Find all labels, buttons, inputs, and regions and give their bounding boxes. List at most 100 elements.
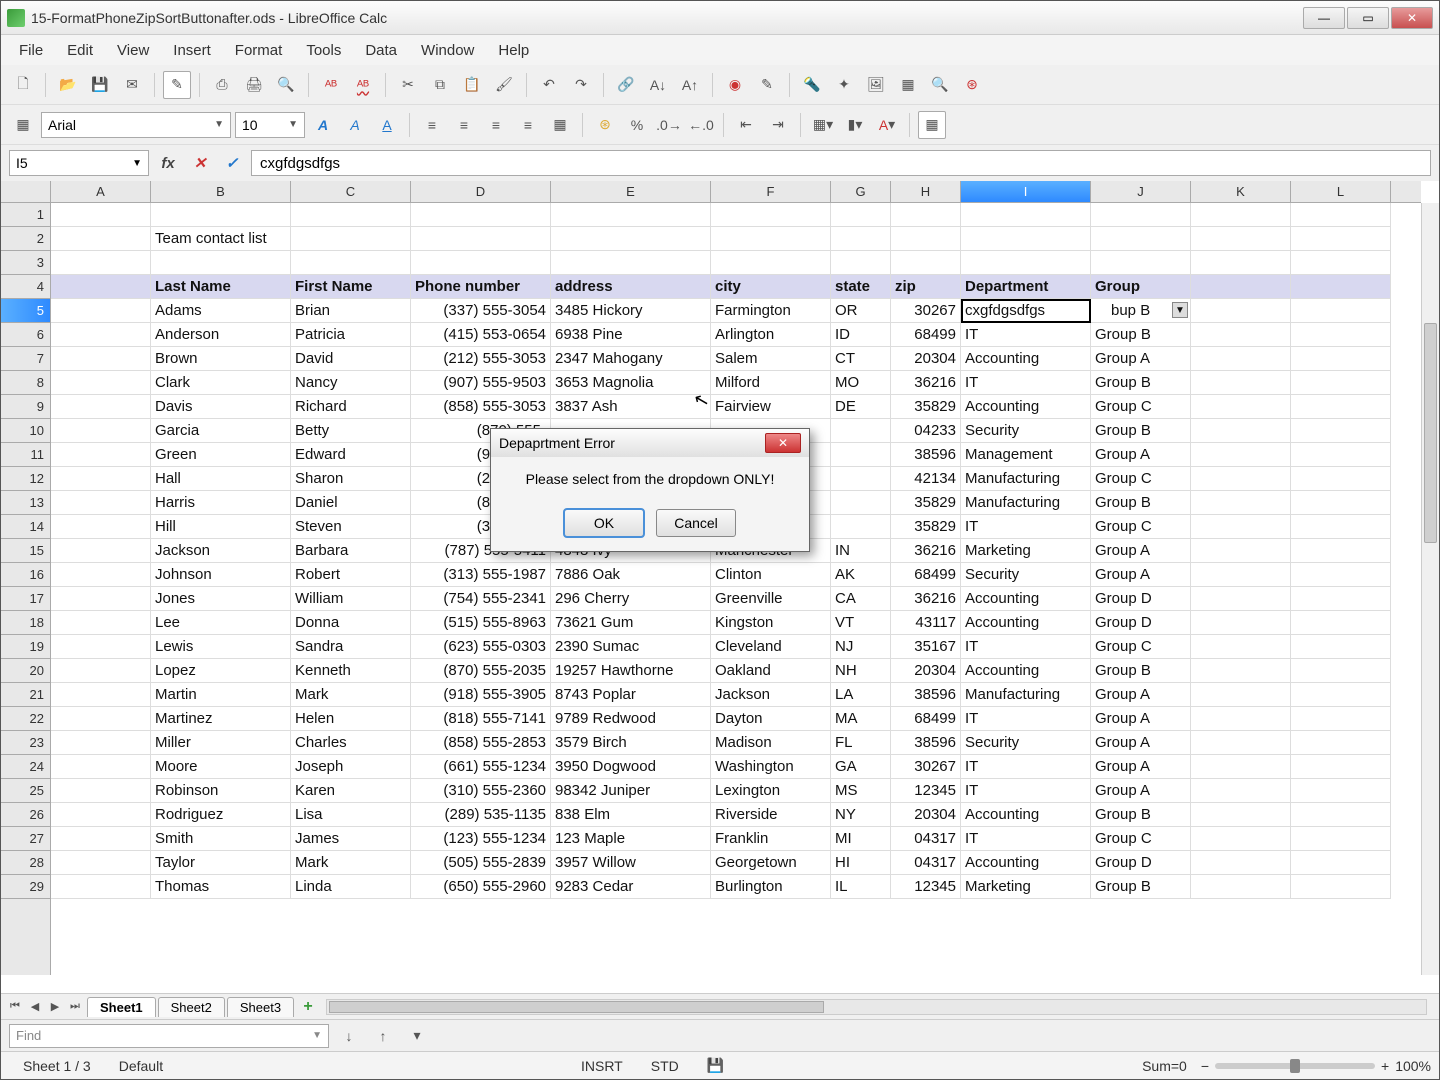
cell[interactable]: Karen	[291, 779, 411, 803]
cell[interactable]	[1191, 731, 1291, 755]
cell[interactable]: (818) 555-7141	[411, 707, 551, 731]
cell[interactable]: MA	[831, 707, 891, 731]
cell[interactable]: Jones	[151, 587, 291, 611]
cell[interactable]: CA	[831, 587, 891, 611]
cell[interactable]: Manufacturing	[961, 683, 1091, 707]
cell[interactable]: Martin	[151, 683, 291, 707]
cell[interactable]: 04317	[891, 827, 961, 851]
cell[interactable]: bup B▼	[1091, 299, 1191, 323]
formula-input[interactable]: cxgfdgsdfgs	[251, 150, 1431, 176]
datasources-icon[interactable]: ▦	[894, 71, 922, 99]
cell[interactable]	[1291, 419, 1391, 443]
minimize-button[interactable]: —	[1303, 7, 1345, 29]
spellcheck-icon[interactable]: ᴬᴮ	[317, 71, 345, 99]
cell[interactable]: Management	[961, 443, 1091, 467]
cell[interactable]: 68499	[891, 563, 961, 587]
sheet-nav-next-icon[interactable]: ▶	[45, 997, 65, 1017]
cell[interactable]: Group B	[1091, 875, 1191, 899]
row-header-5[interactable]: 5	[1, 299, 50, 323]
italic-icon[interactable]: A	[341, 111, 369, 139]
cell[interactable]	[1191, 875, 1291, 899]
cell[interactable]: 19257 Hawthorne	[551, 659, 711, 683]
cell[interactable]: 35829	[891, 491, 961, 515]
cell[interactable]: Lisa	[291, 803, 411, 827]
cell[interactable]: Smith	[151, 827, 291, 851]
cell[interactable]: First Name	[291, 275, 411, 299]
cell[interactable]: cxgfdgsdfgs	[961, 299, 1091, 323]
font-size-select[interactable]: 10 ▼	[235, 112, 305, 138]
cell[interactable]	[1191, 515, 1291, 539]
cell[interactable]: 38596	[891, 443, 961, 467]
column-header-F[interactable]: F	[711, 181, 831, 202]
edit-icon[interactable]: ✎	[163, 71, 191, 99]
cell[interactable]	[1191, 755, 1291, 779]
cell[interactable]: Lee	[151, 611, 291, 635]
cell[interactable]: 73621 Gum	[551, 611, 711, 635]
cell-dropdown-icon[interactable]: ▼	[1172, 302, 1188, 318]
cell[interactable]: Group D	[1091, 611, 1191, 635]
cell[interactable]	[411, 227, 551, 251]
cell[interactable]	[711, 251, 831, 275]
cell[interactable]	[1191, 851, 1291, 875]
cell[interactable]: Kingston	[711, 611, 831, 635]
cell[interactable]	[51, 731, 151, 755]
cell[interactable]: 36216	[891, 371, 961, 395]
cell[interactable]: NY	[831, 803, 891, 827]
decrease-indent-icon[interactable]: ⇤	[732, 111, 760, 139]
cell[interactable]	[551, 227, 711, 251]
cell[interactable]: Nancy	[291, 371, 411, 395]
cell[interactable]: Jackson	[711, 683, 831, 707]
row-header-17[interactable]: 17	[1, 587, 50, 611]
cell[interactable]: Robert	[291, 563, 411, 587]
cell-reference-box[interactable]: I5 ▼	[9, 150, 149, 176]
cell[interactable]: LA	[831, 683, 891, 707]
cell[interactable]: Garcia	[151, 419, 291, 443]
cell[interactable]: Sharon	[291, 467, 411, 491]
cell[interactable]	[1291, 467, 1391, 491]
cell[interactable]	[51, 659, 151, 683]
row-header-1[interactable]: 1	[1, 203, 50, 227]
cells-area[interactable]: Team contact listLast NameFirst NamePhon…	[51, 203, 1421, 975]
cell[interactable]: Accounting	[961, 587, 1091, 611]
cell[interactable]: NJ	[831, 635, 891, 659]
cell[interactable]	[831, 467, 891, 491]
cell[interactable]: Group A	[1091, 683, 1191, 707]
cell[interactable]: Mark	[291, 851, 411, 875]
close-button[interactable]: ✕	[1391, 7, 1433, 29]
cell[interactable]: MS	[831, 779, 891, 803]
cell[interactable]	[1191, 611, 1291, 635]
pdf-icon[interactable]: ⎙	[208, 71, 236, 99]
cell[interactable]	[1191, 659, 1291, 683]
cell[interactable]: Helen	[291, 707, 411, 731]
cell[interactable]	[51, 875, 151, 899]
column-header-K[interactable]: K	[1191, 181, 1291, 202]
cell[interactable]: Patricia	[291, 323, 411, 347]
cell[interactable]: IT	[961, 779, 1091, 803]
increase-indent-icon[interactable]: ⇥	[764, 111, 792, 139]
cell[interactable]: Green	[151, 443, 291, 467]
cell[interactable]	[1291, 803, 1391, 827]
status-insert[interactable]: INSRT	[567, 1058, 637, 1074]
cut-icon[interactable]: ✂	[394, 71, 422, 99]
cell[interactable]	[51, 755, 151, 779]
cell[interactable]	[1191, 467, 1291, 491]
zoom-icon[interactable]: 🔍	[926, 71, 954, 99]
cell[interactable]: Franklin	[711, 827, 831, 851]
menu-format[interactable]: Format	[225, 38, 293, 63]
cell[interactable]: 04233	[891, 419, 961, 443]
row-header-22[interactable]: 22	[1, 707, 50, 731]
zoom-in-icon[interactable]: +	[1381, 1058, 1389, 1074]
cell[interactable]: (907) 555-9503	[411, 371, 551, 395]
cell[interactable]	[151, 203, 291, 227]
row-header-19[interactable]: 19	[1, 635, 50, 659]
cell[interactable]: 35829	[891, 395, 961, 419]
cell[interactable]	[1191, 347, 1291, 371]
column-header-E[interactable]: E	[551, 181, 711, 202]
cell[interactable]: Milford	[711, 371, 831, 395]
cell[interactable]	[831, 203, 891, 227]
open-icon[interactable]: 📂	[54, 71, 82, 99]
cell[interactable]: 68499	[891, 707, 961, 731]
cell[interactable]: Taylor	[151, 851, 291, 875]
cell[interactable]: Brian	[291, 299, 411, 323]
cell[interactable]: Hall	[151, 467, 291, 491]
